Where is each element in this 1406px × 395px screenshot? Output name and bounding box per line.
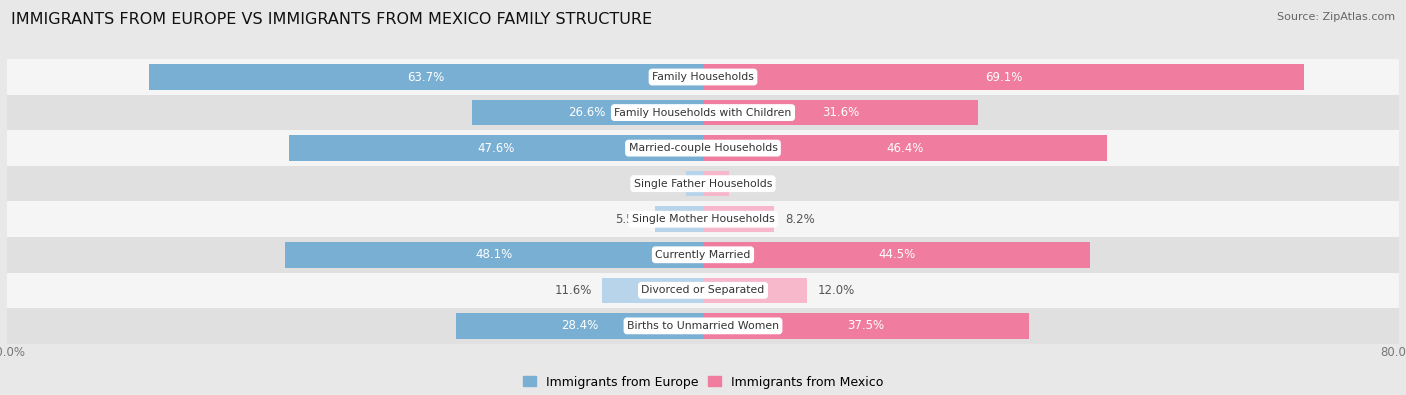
Bar: [686, 171, 703, 196]
Text: 48.1%: 48.1%: [475, 248, 512, 261]
Text: Married-couple Households: Married-couple Households: [628, 143, 778, 153]
Text: Source: ZipAtlas.com: Source: ZipAtlas.com: [1277, 12, 1395, 22]
Text: Currently Married: Currently Married: [655, 250, 751, 260]
Text: IMMIGRANTS FROM EUROPE VS IMMIGRANTS FROM MEXICO FAMILY STRUCTURE: IMMIGRANTS FROM EUROPE VS IMMIGRANTS FRO…: [11, 12, 652, 27]
Bar: [7, 237, 1399, 273]
Text: 2.0%: 2.0%: [645, 177, 675, 190]
Text: 47.6%: 47.6%: [477, 142, 515, 154]
Bar: [471, 100, 703, 125]
Bar: [7, 95, 1399, 130]
Text: 37.5%: 37.5%: [848, 320, 884, 332]
Bar: [7, 59, 1399, 95]
Bar: [703, 242, 1090, 267]
Bar: [284, 242, 703, 267]
Bar: [7, 308, 1399, 344]
Text: 31.6%: 31.6%: [823, 106, 859, 119]
Text: Divorced or Separated: Divorced or Separated: [641, 285, 765, 295]
Text: 8.2%: 8.2%: [785, 213, 814, 226]
Text: 69.1%: 69.1%: [984, 71, 1022, 83]
Bar: [703, 135, 1107, 161]
Text: 12.0%: 12.0%: [818, 284, 855, 297]
Bar: [7, 166, 1399, 201]
Bar: [456, 313, 703, 339]
Bar: [149, 64, 703, 90]
Bar: [655, 207, 703, 232]
Bar: [703, 64, 1305, 90]
Bar: [7, 130, 1399, 166]
Bar: [703, 313, 1029, 339]
Text: 11.6%: 11.6%: [554, 284, 592, 297]
Text: 28.4%: 28.4%: [561, 320, 598, 332]
Bar: [602, 278, 703, 303]
Text: 3.0%: 3.0%: [740, 177, 769, 190]
Text: 26.6%: 26.6%: [568, 106, 606, 119]
Text: Family Households: Family Households: [652, 72, 754, 82]
Text: 63.7%: 63.7%: [408, 71, 444, 83]
Text: Births to Unmarried Women: Births to Unmarried Women: [627, 321, 779, 331]
Text: Family Households with Children: Family Households with Children: [614, 107, 792, 118]
Text: 44.5%: 44.5%: [877, 248, 915, 261]
Bar: [288, 135, 703, 161]
Text: Single Father Households: Single Father Households: [634, 179, 772, 189]
Bar: [703, 278, 807, 303]
Text: 46.4%: 46.4%: [886, 142, 924, 154]
Bar: [7, 201, 1399, 237]
Legend: Immigrants from Europe, Immigrants from Mexico: Immigrants from Europe, Immigrants from …: [523, 376, 883, 389]
Bar: [703, 171, 730, 196]
Bar: [703, 207, 775, 232]
Text: Single Mother Households: Single Mother Households: [631, 214, 775, 224]
Bar: [7, 273, 1399, 308]
Text: 5.5%: 5.5%: [614, 213, 645, 226]
Bar: [703, 100, 979, 125]
